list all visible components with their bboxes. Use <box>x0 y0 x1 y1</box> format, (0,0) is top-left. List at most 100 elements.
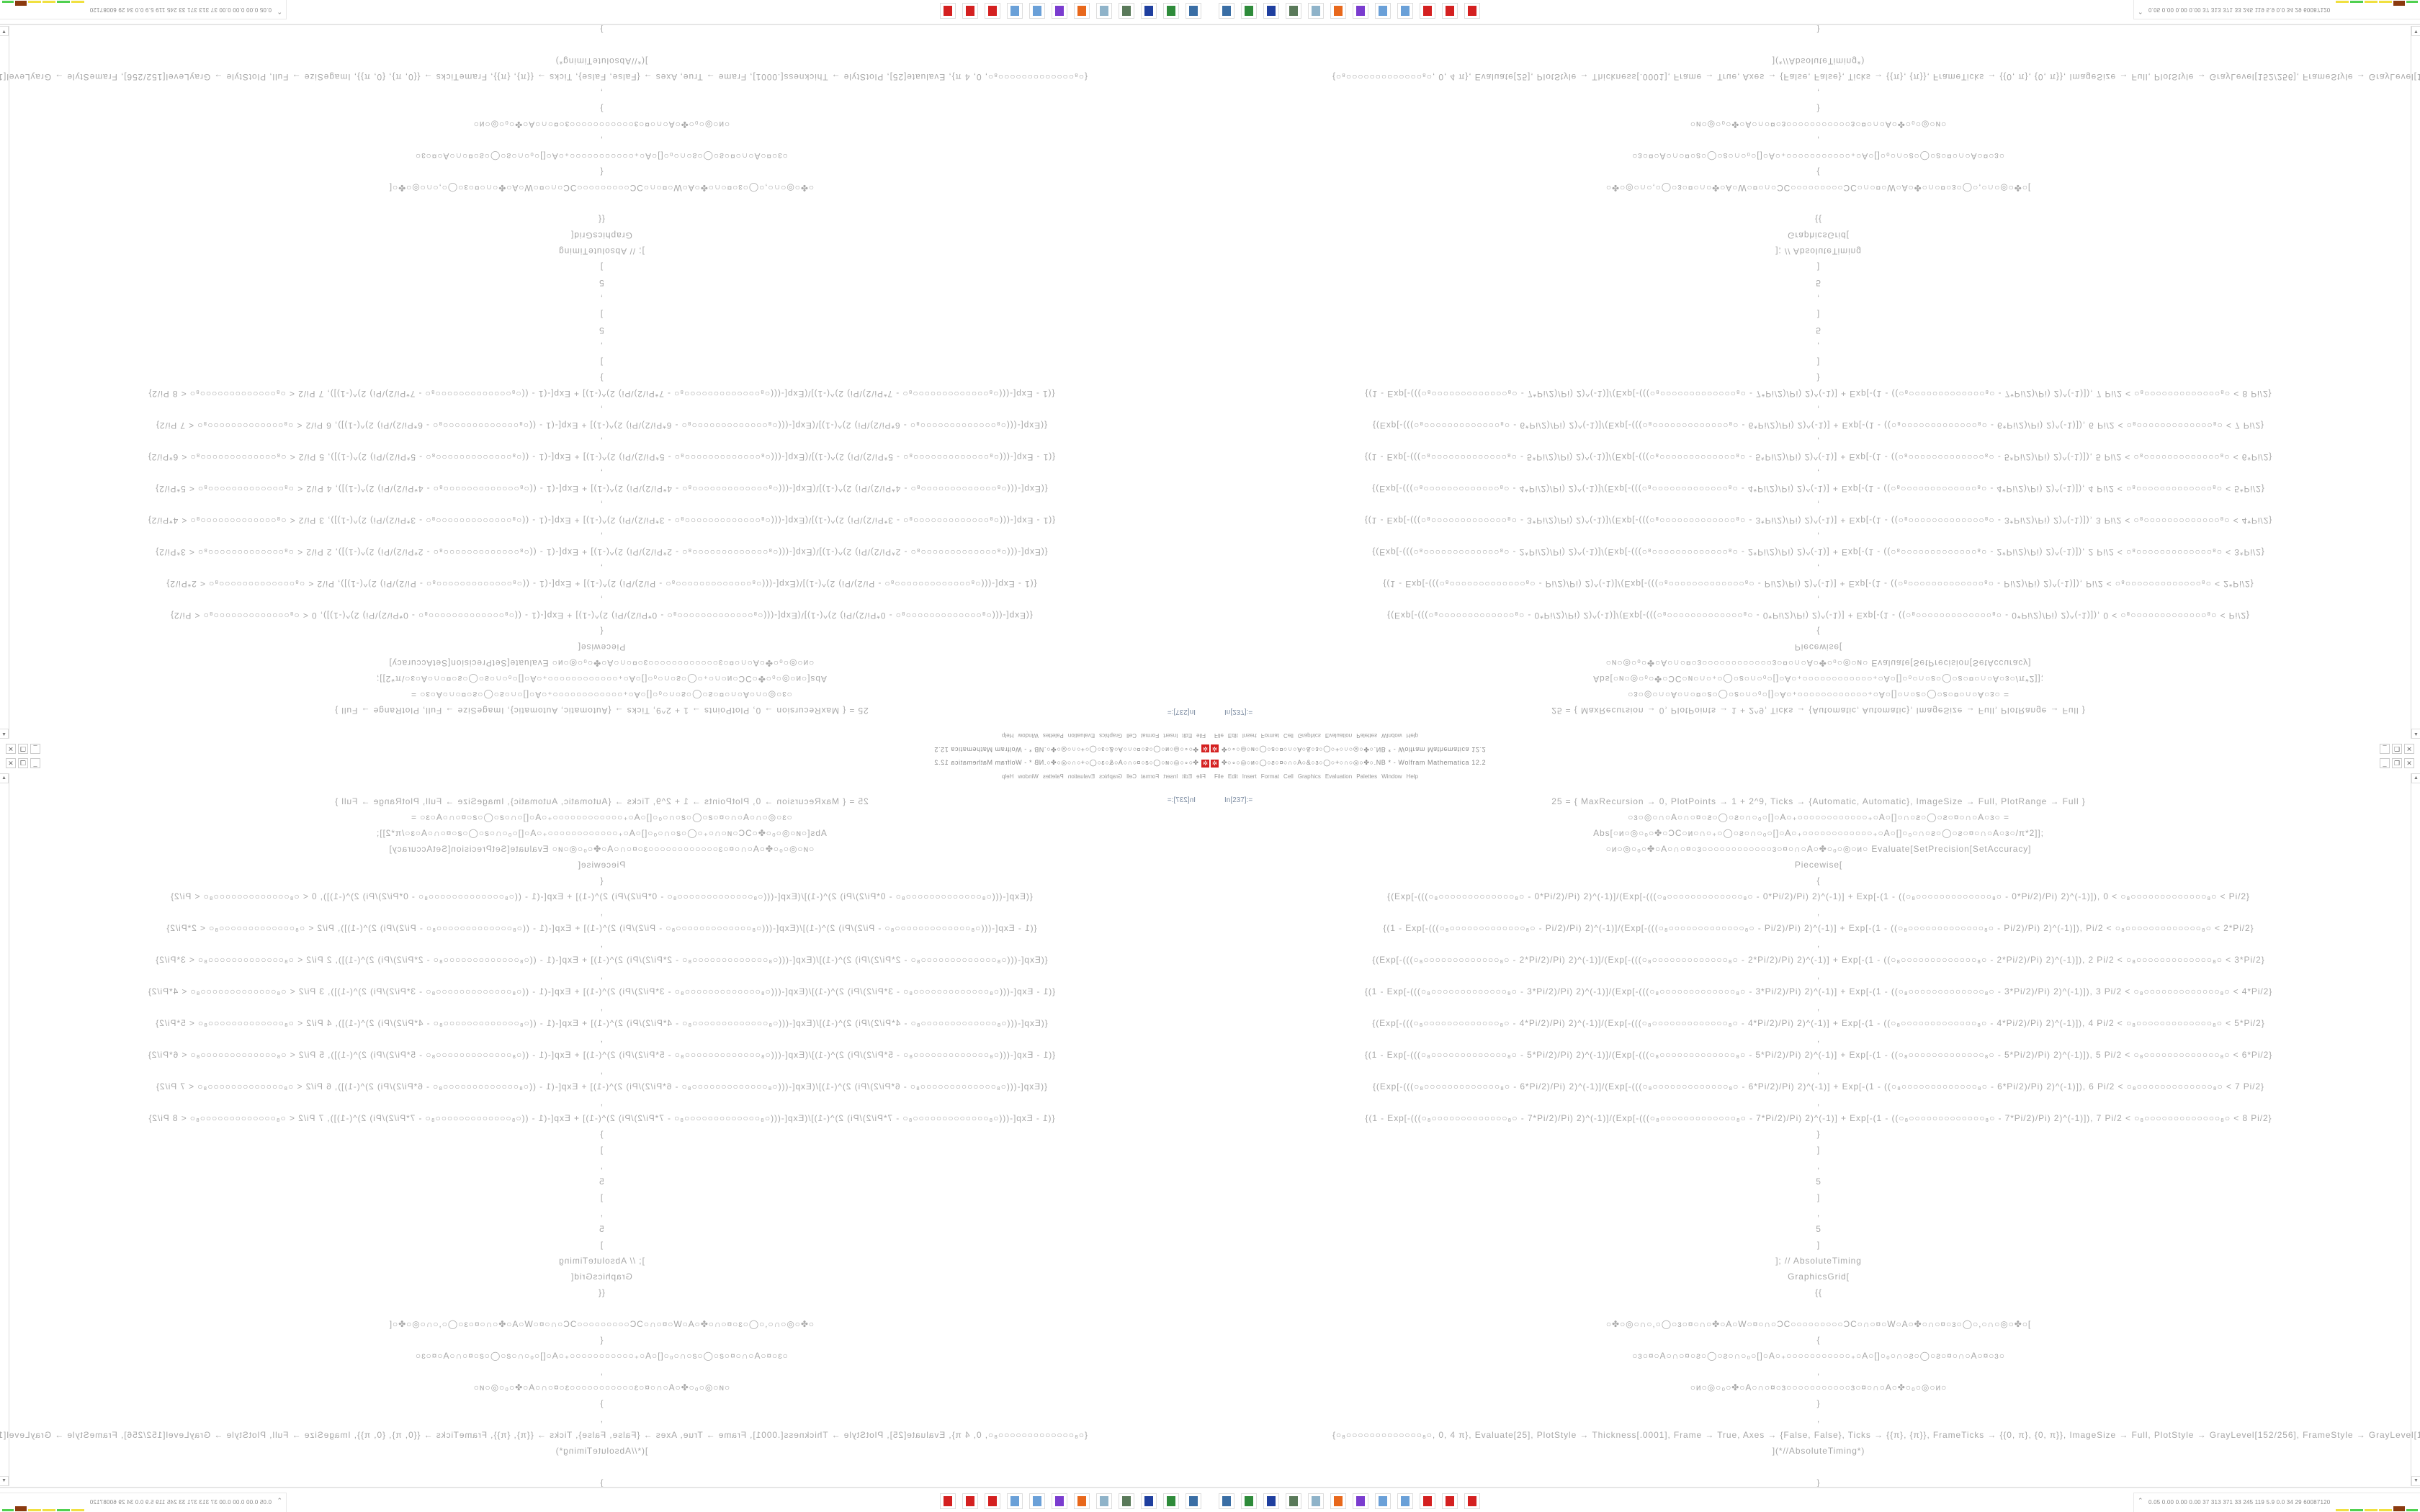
taskbar-button[interactable] <box>985 1493 1000 1509</box>
input-cell-code[interactable]: 25 = { MaxRecursion → 0, PlotPoints → 1 … <box>1332 22 2420 719</box>
taskbar-button[interactable] <box>1119 1493 1134 1509</box>
menu-item-palettes[interactable]: Palettes <box>1042 773 1064 780</box>
taskbar-button[interactable] <box>1029 1493 1045 1509</box>
taskbar-button[interactable] <box>1420 3 1435 19</box>
menu-item-file[interactable]: File <box>1196 773 1206 780</box>
close-button[interactable]: ✕ <box>2404 744 2414 754</box>
taskbar-button[interactable] <box>985 3 1000 19</box>
menu-item-cell[interactable]: Cell <box>1126 732 1137 739</box>
taskbar-button[interactable] <box>1263 1493 1279 1509</box>
menu-item-insert[interactable]: Insert <box>1163 732 1178 739</box>
menu-item-edit[interactable]: Edit <box>1182 773 1193 780</box>
tray-expand-icon[interactable]: ⌃ <box>277 8 282 15</box>
maximize-button[interactable]: ❐ <box>18 744 28 754</box>
taskbar-button[interactable] <box>1397 3 1413 19</box>
taskbar-button[interactable] <box>1375 1493 1391 1509</box>
menu-item-help[interactable]: Help <box>1001 773 1014 780</box>
close-button[interactable]: ✕ <box>6 758 16 768</box>
menu-item-graphics[interactable]: Graphics <box>1099 732 1123 739</box>
taskbar-button[interactable] <box>1163 1493 1179 1509</box>
taskbar-button[interactable] <box>1286 3 1301 19</box>
taskbar-button[interactable] <box>1052 1493 1067 1509</box>
menu-item-file[interactable]: File <box>1214 773 1224 780</box>
taskbar-button[interactable] <box>1308 1493 1324 1509</box>
menu-item-evaluation[interactable]: Evaluation <box>1067 773 1095 780</box>
taskbar-button[interactable] <box>1096 3 1112 19</box>
taskbar-button[interactable] <box>1442 1493 1458 1509</box>
menu-item-format[interactable]: Format <box>1260 732 1280 739</box>
taskbar-button[interactable] <box>1119 3 1134 19</box>
maximize-button[interactable]: ❐ <box>2392 758 2402 768</box>
menu-item-help[interactable]: Help <box>1001 732 1014 739</box>
taskbar-button[interactable] <box>1141 1493 1157 1509</box>
menu-item-file[interactable]: File <box>1196 732 1206 739</box>
menu-item-window[interactable]: Window <box>1018 773 1039 780</box>
taskbar-button[interactable] <box>1241 3 1257 19</box>
taskbar-button[interactable] <box>1096 1493 1112 1509</box>
taskbar-button[interactable] <box>1308 3 1324 19</box>
taskbar-button[interactable] <box>1219 1493 1234 1509</box>
menu-item-window[interactable]: Window <box>1381 732 1402 739</box>
menu-item-cell[interactable]: Cell <box>1126 773 1137 780</box>
minimize-button[interactable]: _ <box>2380 758 2390 768</box>
taskbar-button[interactable] <box>940 1493 956 1509</box>
menu-item-palettes[interactable]: Palettes <box>1356 732 1378 739</box>
taskbar-button[interactable] <box>1052 3 1067 19</box>
menu-item-evaluation[interactable]: Evaluation <box>1325 773 1353 780</box>
scroll-up-icon[interactable]: ▲ <box>0 773 9 783</box>
taskbar-button[interactable] <box>1163 3 1179 19</box>
menu-item-cell[interactable]: Cell <box>1283 773 1294 780</box>
menu-item-help[interactable]: Help <box>1406 732 1419 739</box>
menu-item-format[interactable]: Format <box>1140 732 1160 739</box>
taskbar-button[interactable] <box>1186 1493 1201 1509</box>
taskbar-button[interactable] <box>962 1493 978 1509</box>
menu-item-graphics[interactable]: Graphics <box>1297 773 1321 780</box>
scroll-up-icon[interactable]: ▲ <box>0 729 9 739</box>
taskbar-button[interactable] <box>1397 1493 1413 1509</box>
tray-expand-icon[interactable]: ⌃ <box>2138 8 2143 15</box>
menu-item-window[interactable]: Window <box>1018 732 1039 739</box>
input-cell-code[interactable]: 25 = { MaxRecursion → 0, PlotPoints → 1 … <box>0 793 1088 1490</box>
close-button[interactable]: ✕ <box>6 744 16 754</box>
menu-item-graphics[interactable]: Graphics <box>1297 732 1321 739</box>
taskbar-button[interactable] <box>962 3 978 19</box>
menu-item-help[interactable]: Help <box>1406 773 1419 780</box>
taskbar-button[interactable] <box>1219 3 1234 19</box>
menu-item-window[interactable]: Window <box>1381 773 1402 780</box>
menu-item-format[interactable]: Format <box>1140 773 1160 780</box>
tray-expand-icon[interactable]: ⌃ <box>2138 1497 2143 1504</box>
menu-item-format[interactable]: Format <box>1260 773 1280 780</box>
maximize-button[interactable]: ❐ <box>2392 744 2402 754</box>
taskbar-button[interactable] <box>1375 3 1391 19</box>
taskbar-button[interactable] <box>1074 3 1090 19</box>
taskbar-button[interactable] <box>1353 3 1368 19</box>
menu-item-cell[interactable]: Cell <box>1283 732 1294 739</box>
taskbar-button[interactable] <box>1263 3 1279 19</box>
taskbar-button[interactable] <box>1442 3 1458 19</box>
vertical-scrollbar[interactable]: ▲ ▼ <box>0 26 9 739</box>
taskbar-button[interactable] <box>1464 1493 1480 1509</box>
scroll-down-icon[interactable]: ▼ <box>2411 1476 2420 1486</box>
vertical-scrollbar[interactable]: ▲ ▼ <box>2411 773 2420 1486</box>
menu-item-edit[interactable]: Edit <box>1227 732 1238 739</box>
menu-item-edit[interactable]: Edit <box>1182 732 1193 739</box>
scroll-up-icon[interactable]: ▲ <box>2411 773 2420 783</box>
taskbar-button[interactable] <box>1353 1493 1368 1509</box>
close-button[interactable]: ✕ <box>2404 758 2414 768</box>
menu-item-palettes[interactable]: Palettes <box>1042 732 1064 739</box>
taskbar-button[interactable] <box>1074 1493 1090 1509</box>
scroll-down-icon[interactable]: ▼ <box>2411 26 2420 36</box>
menu-item-evaluation[interactable]: Evaluation <box>1325 732 1353 739</box>
menu-item-edit[interactable]: Edit <box>1227 773 1238 780</box>
tray-expand-icon[interactable]: ⌃ <box>277 1497 282 1504</box>
menu-item-file[interactable]: File <box>1214 732 1224 739</box>
minimize-button[interactable]: _ <box>2380 744 2390 754</box>
menu-item-insert[interactable]: Insert <box>1242 732 1257 739</box>
menu-item-insert[interactable]: Insert <box>1163 773 1178 780</box>
taskbar-button[interactable] <box>1330 1493 1346 1509</box>
menu-item-palettes[interactable]: Palettes <box>1356 773 1378 780</box>
minimize-button[interactable]: _ <box>30 744 40 754</box>
taskbar-button[interactable] <box>1241 1493 1257 1509</box>
taskbar-button[interactable] <box>1186 3 1201 19</box>
taskbar-button[interactable] <box>1286 1493 1301 1509</box>
